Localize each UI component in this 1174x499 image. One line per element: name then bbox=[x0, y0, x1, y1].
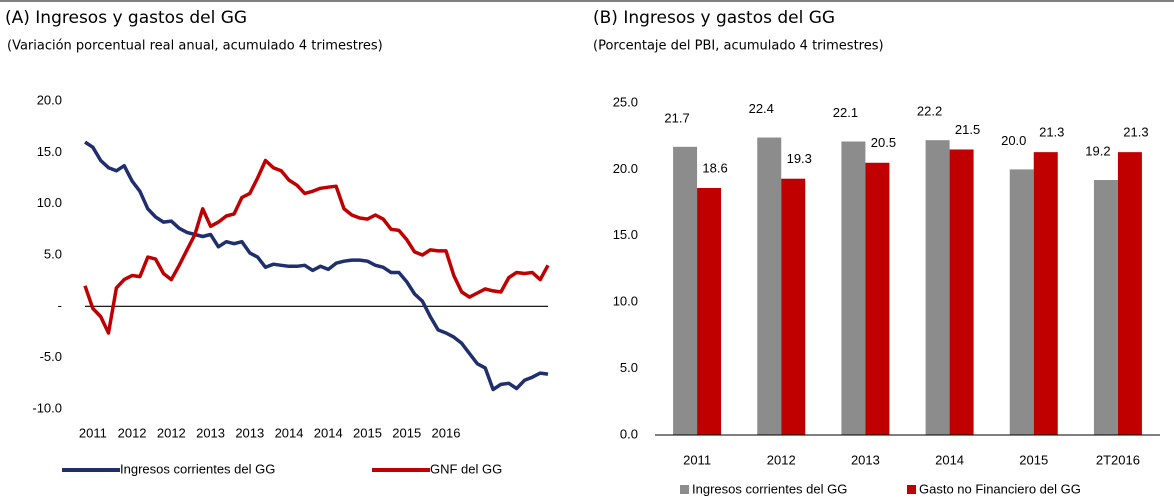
data-label: 22.2 bbox=[917, 104, 942, 119]
x-tick-label: 2013 bbox=[196, 425, 225, 440]
bar bbox=[757, 137, 782, 435]
x-tick-label: 2015 bbox=[392, 425, 421, 440]
x-tick-label: 2T2016 bbox=[1096, 452, 1140, 467]
y-tick-label: 10.0 bbox=[37, 195, 62, 210]
data-label: 20.5 bbox=[871, 135, 896, 150]
legend-label: Gasto no Financiero del GG bbox=[919, 481, 1081, 496]
data-label: 21.3 bbox=[1123, 125, 1148, 140]
bar bbox=[1117, 152, 1142, 436]
data-label: 20.0 bbox=[1001, 133, 1026, 148]
bar bbox=[781, 178, 806, 436]
bar bbox=[865, 162, 890, 435]
legend-swatch bbox=[907, 485, 916, 494]
x-tick-label: 2013 bbox=[235, 425, 264, 440]
x-tick-label: 2011 bbox=[683, 452, 711, 467]
x-tick-label: 2012 bbox=[767, 452, 796, 467]
legend-label: GNF del GG bbox=[430, 461, 502, 476]
x-tick-label: 2014 bbox=[314, 425, 343, 440]
x-tick-label: 2011 bbox=[79, 425, 107, 440]
y-tick-label: 20.0 bbox=[37, 92, 62, 107]
chart-subtitle: (Porcentaje del PBI, acumulado 4 trimest… bbox=[593, 39, 884, 54]
y-tick-label: -10.0 bbox=[32, 400, 62, 415]
legend-label: Ingresos corrientes del GG bbox=[120, 461, 275, 476]
data-label: 22.4 bbox=[749, 101, 774, 116]
legend-label: Ingresos corrientes del GG bbox=[692, 481, 847, 496]
bar bbox=[841, 141, 866, 435]
bar bbox=[1009, 169, 1034, 435]
x-tick-label: 2013 bbox=[851, 452, 880, 467]
bar bbox=[673, 146, 698, 435]
legend-swatch bbox=[680, 485, 689, 494]
data-label: 21.3 bbox=[1039, 125, 1064, 140]
data-label: 21.5 bbox=[955, 122, 980, 137]
x-tick-label: 2015 bbox=[1019, 452, 1048, 467]
y-tick-label: 20.0 bbox=[613, 161, 638, 176]
bar bbox=[1093, 180, 1118, 435]
y-tick-label: 15.0 bbox=[37, 144, 62, 159]
data-label: 19.2 bbox=[1085, 143, 1110, 158]
data-label: 18.6 bbox=[702, 160, 727, 175]
bar bbox=[949, 149, 974, 436]
chart-subtitle: (Variación porcentual real anual, acumul… bbox=[7, 39, 383, 54]
y-tick-label: 5.0 bbox=[620, 360, 638, 375]
series-line bbox=[83, 158, 550, 335]
y-tick-label: 10.0 bbox=[613, 294, 638, 309]
data-label: 21.7 bbox=[664, 110, 689, 125]
x-tick-label: 2014 bbox=[275, 425, 304, 440]
y-tick-label: - bbox=[58, 298, 62, 313]
y-tick-label: 0.0 bbox=[620, 426, 638, 441]
series-line bbox=[84, 140, 549, 392]
y-tick-label: -5.0 bbox=[40, 349, 62, 364]
x-tick-label: 2014 bbox=[935, 452, 964, 467]
x-tick-label: 2016 bbox=[432, 425, 461, 440]
y-tick-label: 15.0 bbox=[613, 227, 638, 242]
x-tick-label: 2015 bbox=[353, 425, 382, 440]
y-tick-label: 5.0 bbox=[44, 246, 62, 261]
data-label: 22.1 bbox=[833, 105, 858, 120]
chart-title: (B) Ingresos y gastos del GG bbox=[593, 8, 835, 28]
bar bbox=[697, 187, 722, 435]
bar bbox=[1033, 152, 1058, 436]
x-tick-label: 2012 bbox=[118, 425, 147, 440]
chart-title: (A) Ingresos y gastos del GG bbox=[5, 8, 247, 28]
y-tick-label: 25.0 bbox=[613, 94, 638, 109]
x-tick-label: 2012 bbox=[157, 425, 186, 440]
data-label: 19.3 bbox=[787, 151, 812, 166]
bar bbox=[925, 140, 950, 435]
